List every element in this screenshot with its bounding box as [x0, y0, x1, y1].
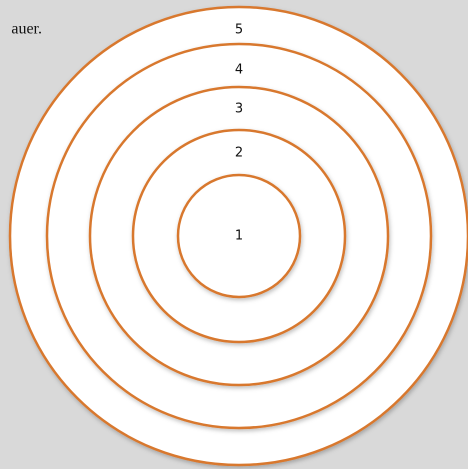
text-fragment: auer.: [11, 21, 42, 38]
ring-label: 3: [235, 102, 243, 117]
ring-label: 5: [235, 23, 243, 38]
ring-label: 1: [235, 229, 243, 244]
ring-label: 2: [235, 146, 243, 161]
ring-1: [176, 173, 302, 299]
ring-label: 4: [235, 63, 243, 78]
